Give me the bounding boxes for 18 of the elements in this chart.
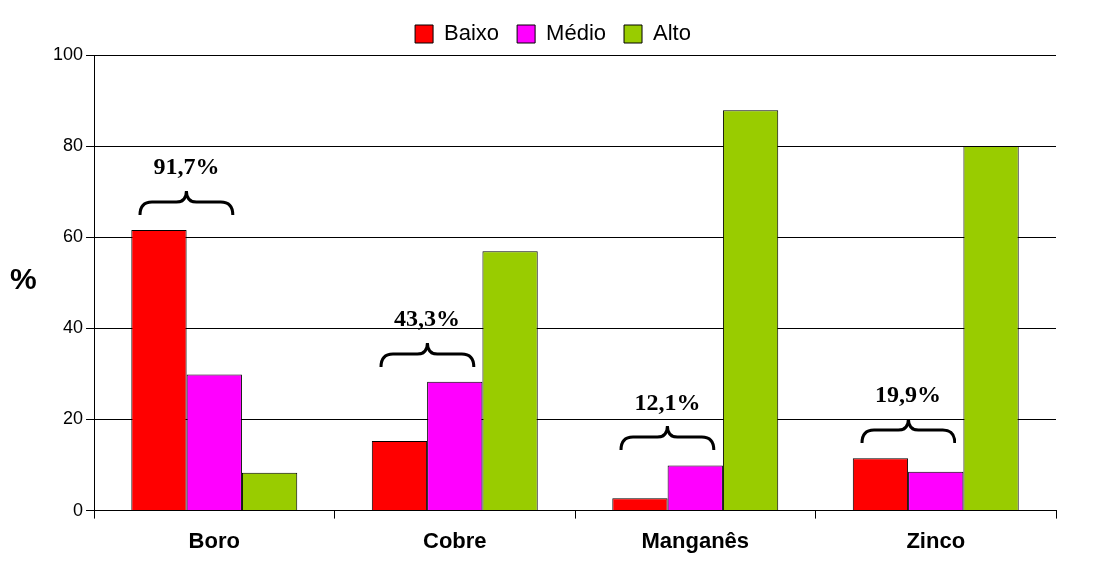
x-tick-label: Zinco: [906, 527, 966, 553]
legend-label: Baixo: [444, 20, 500, 46]
x-tick-label: Boro: [188, 527, 240, 553]
x-tick-label: Cobre: [422, 527, 487, 553]
legend-label: Médio: [546, 20, 607, 46]
y-tick-label: 80: [63, 135, 84, 156]
y-tick-label: 40: [63, 317, 84, 338]
legend-label: Alto: [653, 20, 691, 46]
x-tick-label: Manganês: [641, 527, 750, 553]
annotation: 12,1%: [634, 388, 701, 415]
y-tick-label: 100: [52, 43, 84, 64]
y-tick-label: 60: [63, 226, 84, 247]
annotation: 43,3%: [394, 304, 461, 331]
y-tick-label: 20: [63, 408, 84, 429]
annotation: 91,7%: [153, 153, 220, 180]
y-axis-title: %: [10, 262, 37, 296]
annotation: 19,9%: [875, 381, 942, 408]
y-tick-label: 0: [73, 499, 84, 520]
